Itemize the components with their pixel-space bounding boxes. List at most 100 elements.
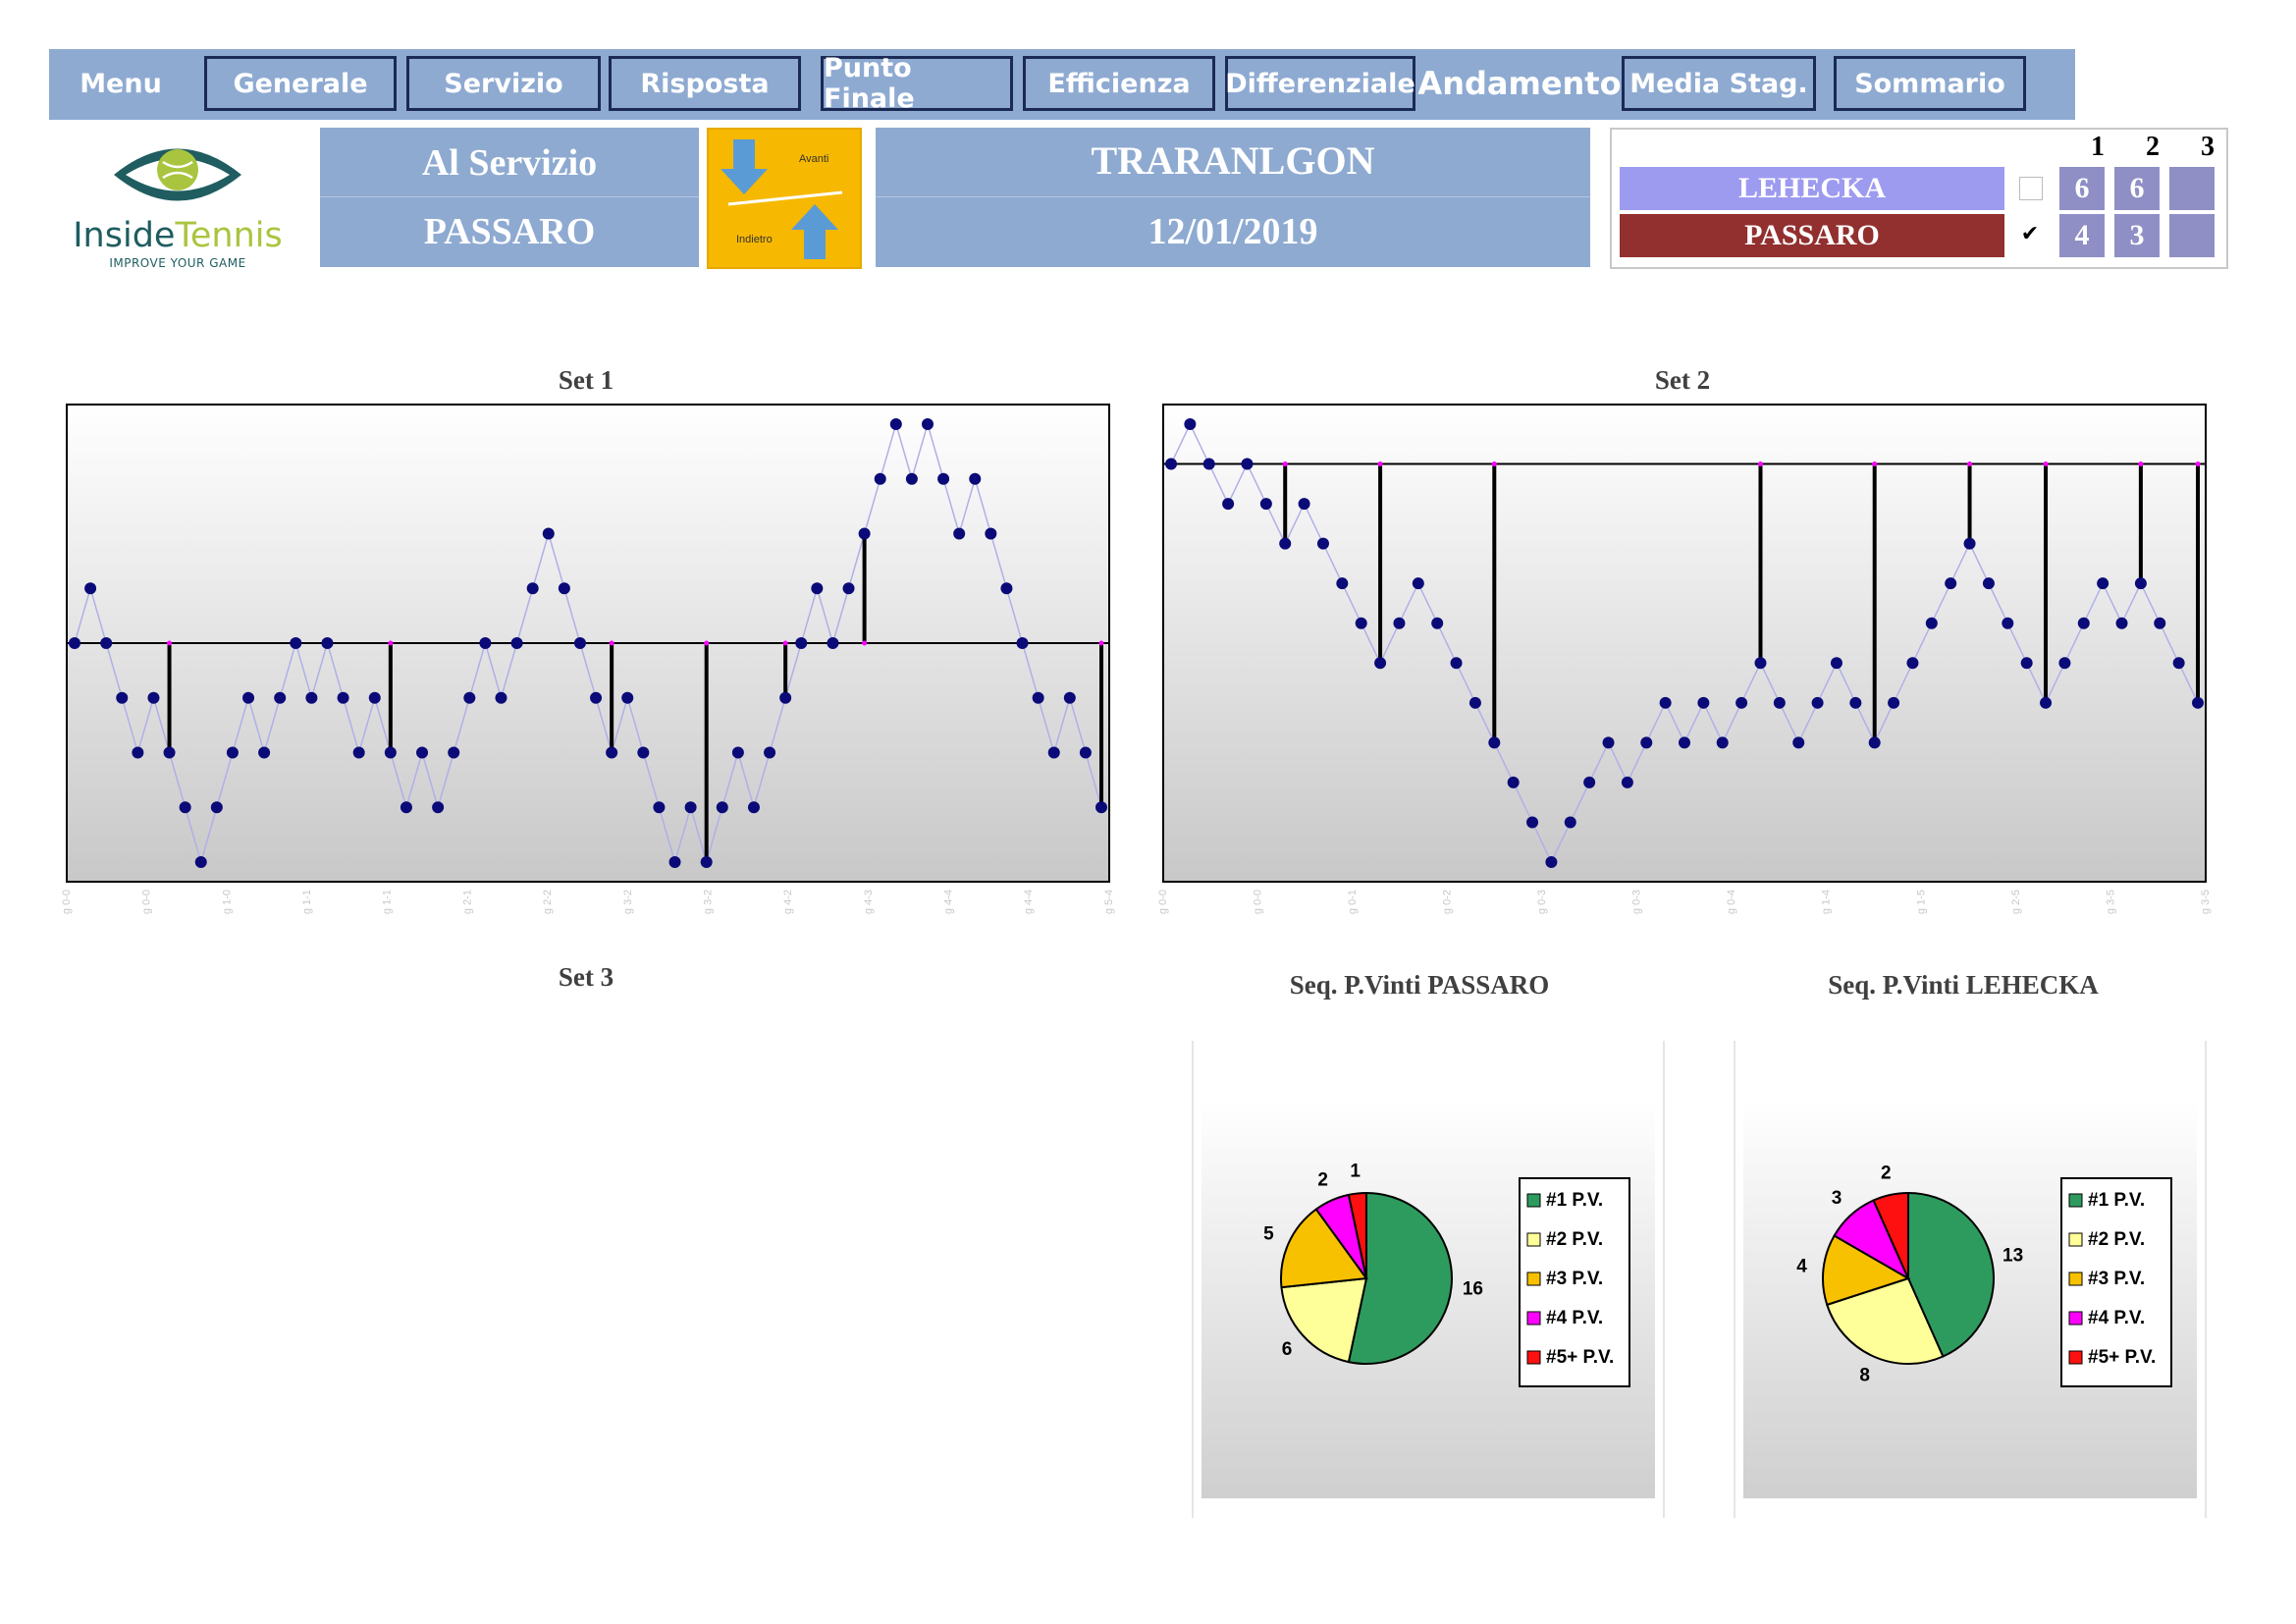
player-1-serve-checkbox[interactable] (2019, 177, 2043, 200)
set1-tick-label-8: g 3-2 (702, 890, 714, 914)
back-label: Indietro (736, 234, 773, 245)
set2-point-48 (2077, 617, 2090, 629)
nav-servizio[interactable]: Servizio (406, 56, 601, 111)
set1-point-39 (684, 801, 697, 814)
set-2-chart-title: Set 2 (1654, 365, 1711, 395)
set1-series-line (74, 421, 1102, 865)
set2-point-51 (2134, 577, 2147, 590)
set2-point-23 (1602, 736, 1615, 749)
set1-game-dot-0 (167, 640, 173, 646)
pie2-data-label-3: 3 (1832, 1188, 1842, 1209)
set2-plot-area (1162, 404, 2207, 883)
set1-point-43 (747, 801, 760, 814)
set2-game-dot-0 (1282, 461, 1288, 467)
set1-point-55 (937, 472, 950, 485)
pie1-data-label-4: 1 (1350, 1162, 1361, 1182)
player-2-serve-checkbox[interactable]: ✔ (2019, 221, 2041, 245)
nav-menu[interactable]: Menu (80, 68, 162, 99)
nav-efficienza[interactable]: Efficienza (1023, 56, 1215, 111)
pie2-legend-swatch-0 (2068, 1193, 2083, 1208)
set2-point-11 (1374, 657, 1387, 670)
set1-point-11 (242, 691, 255, 704)
pie2-legend-label-1: #2 P.V. (2088, 1229, 2145, 1250)
set2-point-26 (1659, 696, 1672, 709)
set2-point-27 (1679, 736, 1690, 749)
set1-point-21 (400, 801, 412, 814)
pie1-slice-0 (1347, 1191, 1453, 1365)
set1-tick-label-5: g 2-1 (461, 890, 473, 914)
set2-tick-label-10: g 3-5 (2105, 890, 2116, 914)
set2-point-17 (1488, 736, 1501, 749)
set1-point-54 (921, 418, 934, 430)
nav-punto-finale[interactable]: Punto Finale (821, 53, 1013, 114)
pie1-data-label-0: 16 (1463, 1278, 1483, 1299)
pie1-slice-4 (1347, 1191, 1367, 1279)
set2-point-45 (2020, 657, 2033, 670)
set2-point-41 (1945, 577, 1957, 590)
set1-point-38 (668, 856, 681, 868)
pie2-slice-0 (1907, 1191, 1995, 1358)
pie1-data-label-1: 6 (1282, 1339, 1293, 1360)
pie2-data-label-1: 8 (1859, 1366, 1870, 1386)
set-number-1: 1 (2091, 132, 2105, 162)
set2-point-49 (2097, 577, 2109, 590)
set1-point-2 (100, 637, 113, 649)
set2-point-18 (1507, 776, 1520, 788)
set1-point-22 (416, 746, 429, 759)
set1-point-59 (1000, 582, 1013, 595)
up-down-arrows-icon (721, 139, 843, 259)
eye-ball-logo-icon (114, 148, 241, 201)
pie-1-title: Seq. P.Vinti PASSARO (1289, 970, 1550, 1000)
set2-point-31 (1754, 657, 1767, 670)
set-1-momentum-chart: g 0-0 g 0-0 g 1-0 g 1-1 g 1-1 g 2-1 g 2-2 g 3-2… (61, 404, 1115, 914)
pie1-legend-swatch-3 (1526, 1311, 1541, 1326)
set1-game-dot-3 (704, 640, 710, 646)
set2-point-5 (1259, 498, 1272, 511)
nav-differenziale[interactable]: Differenziale (1225, 56, 1415, 111)
set1-point-26 (479, 637, 492, 649)
set2-point-13 (1412, 577, 1424, 590)
inside-tennis-logo: InsideTennis IMPROVE YOUR GAME (65, 133, 291, 270)
set1-tick-label-11: g 4-4 (943, 890, 955, 914)
set1-point-41 (716, 801, 728, 814)
nav-risposta[interactable]: Risposta (609, 56, 801, 111)
pie2-legend-label-3: #4 P.V. (2088, 1308, 2145, 1328)
set1-tick-label-2: g 1-0 (221, 890, 233, 914)
set1-point-35 (621, 691, 634, 704)
set1-point-32 (573, 637, 586, 649)
set1-tick-label-13: g 5-4 (1103, 890, 1115, 914)
set1-point-61 (1032, 691, 1044, 704)
pie1-slice-1 (1280, 1276, 1368, 1364)
logo-text: InsideTennis (73, 216, 283, 255)
set1-point-45 (779, 691, 792, 704)
set2-tick-label-1: g 0-0 (1252, 890, 1263, 914)
player-2-set-1-score: 4 (2059, 214, 2105, 257)
nav-sommario[interactable]: Sommario (1834, 56, 2026, 111)
pie-chart-lehecka: 13 8 4 3 2 #1 P.V. #2 P.V. #3 P.V. #4 P.V. #5+ P.… (1734, 1041, 2207, 1518)
set1-tick-label-9: g 4-2 (782, 890, 794, 914)
pie2-legend-swatch-3 (2068, 1311, 2083, 1326)
nav-generale[interactable]: Generale (204, 56, 397, 111)
set1-point-29 (526, 582, 539, 595)
set1-point-64 (1079, 746, 1092, 759)
set1-point-4 (132, 746, 144, 759)
pie1-legend-label-3: #4 P.V. (1546, 1308, 1603, 1328)
set1-tick-label-12: g 4-4 (1023, 890, 1035, 914)
pie-chart-passaro: 16 6 5 2 1 #1 P.V. #2 P.V. #3 P.V. #4 P.V. #5+ P.… (1192, 1041, 1665, 1518)
nav-andamento[interactable]: Andamento (1417, 65, 1622, 102)
set2-point-46 (2040, 696, 2053, 709)
set2-game-dot-8 (2195, 461, 2201, 467)
pie2-slice-2 (1822, 1234, 1911, 1307)
set1-point-7 (179, 801, 191, 814)
set2-point-21 (1564, 816, 1576, 829)
set1-point-6 (163, 746, 176, 759)
player-1-set-1-score: 6 (2059, 167, 2105, 210)
set2-point-1 (1184, 418, 1197, 430)
set1-point-5 (147, 691, 160, 704)
forward-back-toggle[interactable]: Avanti Indietro (707, 128, 862, 269)
set2-point-19 (1526, 816, 1539, 829)
pie2-data-label-4: 2 (1881, 1163, 1892, 1183)
set2-point-14 (1431, 617, 1444, 629)
nav-media-stag[interactable]: Media Stag. (1622, 56, 1816, 111)
player-1-name: LEHECKA (1620, 167, 2004, 210)
